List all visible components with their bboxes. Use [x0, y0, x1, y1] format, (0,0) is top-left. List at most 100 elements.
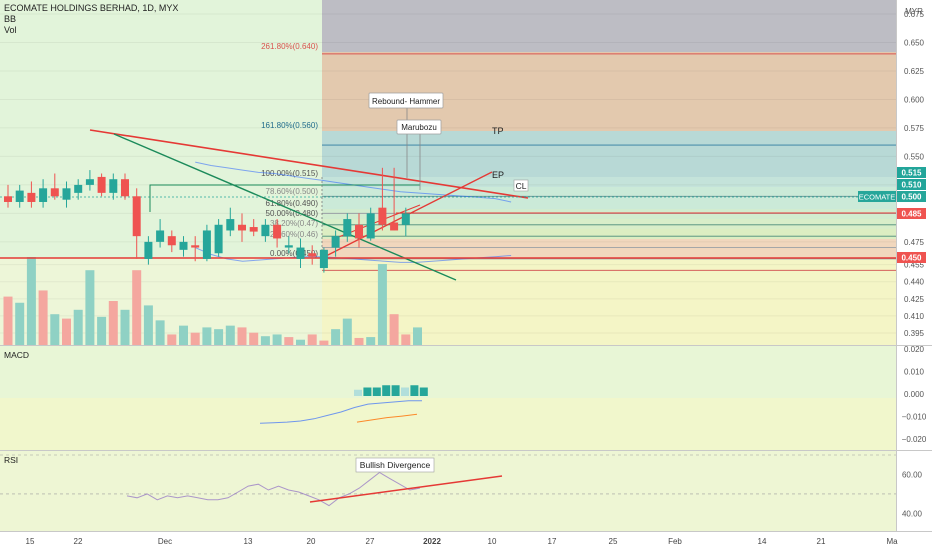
fib-label-1618: 161.80%(0.560): [261, 121, 318, 130]
volume-bar: [202, 327, 212, 345]
candle-body: [249, 227, 258, 232]
rsi-title: RSI: [4, 455, 18, 465]
fib-label-382: 38.20%(0.47): [270, 219, 318, 228]
volume-bar: [179, 325, 188, 345]
macd-histogram-bar: [419, 387, 428, 396]
volume-bar: [296, 339, 305, 345]
time-axis-label: Ma: [886, 537, 898, 546]
price-axis-bg: [896, 0, 932, 531]
cl-label: CL: [516, 181, 527, 191]
badge-450-bg: [897, 252, 926, 263]
candle-body: [144, 241, 153, 259]
fib-zone-3: [322, 209, 896, 219]
volume-bar: [331, 329, 341, 345]
bullish-divergence-box[interactable]: [355, 457, 435, 473]
rsi-axis-tick: 40.00: [902, 509, 923, 518]
fib-lines: [322, 53, 896, 271]
time-axis-label: 10: [488, 537, 497, 546]
time-axis-label: 20: [307, 537, 316, 546]
candle-body: [191, 245, 200, 248]
macd-line: [259, 400, 422, 424]
price-axis-tick: 0.550: [904, 152, 925, 161]
bb-lower-line: [195, 247, 512, 263]
price-axis-tick: 0.395: [904, 329, 925, 338]
bb-indicator-label[interactable]: BB: [4, 14, 17, 24]
macd-pane-bg-lower: [0, 398, 896, 450]
candle-body: [167, 236, 176, 246]
time-axis-label: Feb: [668, 537, 682, 546]
volume-bar: [237, 327, 247, 345]
price-axis-tick: 0.455: [904, 261, 925, 270]
volume-bars: [3, 257, 422, 345]
rebound-label-box[interactable]: [368, 92, 444, 109]
volume-bar: [155, 320, 165, 345]
volume-bar: [342, 318, 352, 345]
candle-body: [109, 179, 118, 193]
fib-zone-2: [322, 187, 896, 209]
volume-bar: [3, 296, 13, 345]
time-axis-label: Dec: [158, 537, 172, 546]
volume-bar: [319, 340, 329, 345]
marubozu-label: Marubozu: [401, 123, 437, 132]
macd-pane: [259, 385, 428, 424]
macd-axis[interactable]: 0.020 0.010 0.000 −0.010 −0.020: [902, 345, 927, 444]
volume-bar: [225, 325, 235, 345]
candle-body: [62, 188, 71, 200]
symbol-title[interactable]: ECOMATE HOLDINGS BERHAD, 1D, MYX: [4, 3, 179, 13]
fib-label-2618: 261.80%(0.640): [261, 42, 318, 51]
volume-bar: [272, 334, 282, 345]
rsi-axis-tick: 60.00: [902, 470, 923, 479]
price-badges: 0.515 0.510 ECOMATE 0.500 0.485 0.450: [858, 167, 926, 263]
fib-label-618: 61.80%(0.490): [266, 199, 319, 208]
ep-label[interactable]: EP: [492, 170, 504, 180]
fib-labels: 261.80%(0.640) 161.80%(0.560) 100.00%(0.…: [261, 42, 318, 258]
macd-axis-tick: 0.000: [904, 390, 925, 399]
volume-bar: [284, 337, 294, 345]
candle-body: [4, 196, 12, 202]
rsi-axis[interactable]: 60.00 40.00: [902, 470, 923, 518]
candle-body: [39, 188, 48, 202]
candle-body: [97, 176, 106, 193]
candle-body: [179, 241, 188, 250]
candle-body: [132, 196, 141, 237]
symbol-badge: ECOMATE: [859, 193, 896, 202]
marubozu-label-box[interactable]: [396, 119, 442, 135]
green-downtrend-line[interactable]: [113, 133, 457, 281]
candle-body: [308, 253, 317, 257]
macd-histogram-bar: [410, 385, 419, 396]
trend-lines: [0, 129, 896, 281]
volume-bar: [260, 336, 270, 345]
macd-histogram-bar: [401, 387, 409, 396]
breakout-box: [149, 184, 420, 212]
candle-body: [343, 219, 352, 237]
signal-line: [356, 413, 418, 423]
candle-body: [261, 224, 270, 237]
macd-title: MACD: [4, 350, 29, 360]
volume-bar: [62, 318, 71, 345]
time-axis-label: 15: [26, 537, 35, 546]
rsi-divergence-line[interactable]: [309, 475, 503, 503]
candle-body: [319, 249, 328, 269]
vol-indicator-label[interactable]: Vol: [4, 25, 17, 35]
time-axis-label: 17: [548, 537, 557, 546]
volume-bar: [307, 334, 317, 345]
time-axis-label: 13: [244, 537, 253, 546]
volume-bar: [377, 264, 387, 345]
candle-body: [273, 224, 282, 239]
last-price-badge: 0.500: [901, 193, 922, 202]
badge-485: 0.485: [901, 210, 922, 219]
tp-label[interactable]: TP: [492, 126, 504, 136]
macd-axis-tick: −0.020: [902, 435, 927, 444]
time-axis[interactable]: 15 22 Dec 13 20 27 2022 10 17 25 Feb 14 21 Ma: [26, 537, 899, 546]
volume-bar: [73, 309, 83, 345]
fib-label-0: 0.00%(0.450): [270, 249, 318, 258]
fib-label-236: 23.60%(0.46): [270, 230, 318, 239]
currency-label: MYR: [905, 7, 923, 16]
candle-body: [121, 179, 129, 197]
volume-bar: [50, 314, 60, 345]
cl-label-box[interactable]: [513, 179, 529, 192]
upper-trendline[interactable]: [89, 129, 529, 199]
badge-515-bg: [897, 167, 926, 178]
